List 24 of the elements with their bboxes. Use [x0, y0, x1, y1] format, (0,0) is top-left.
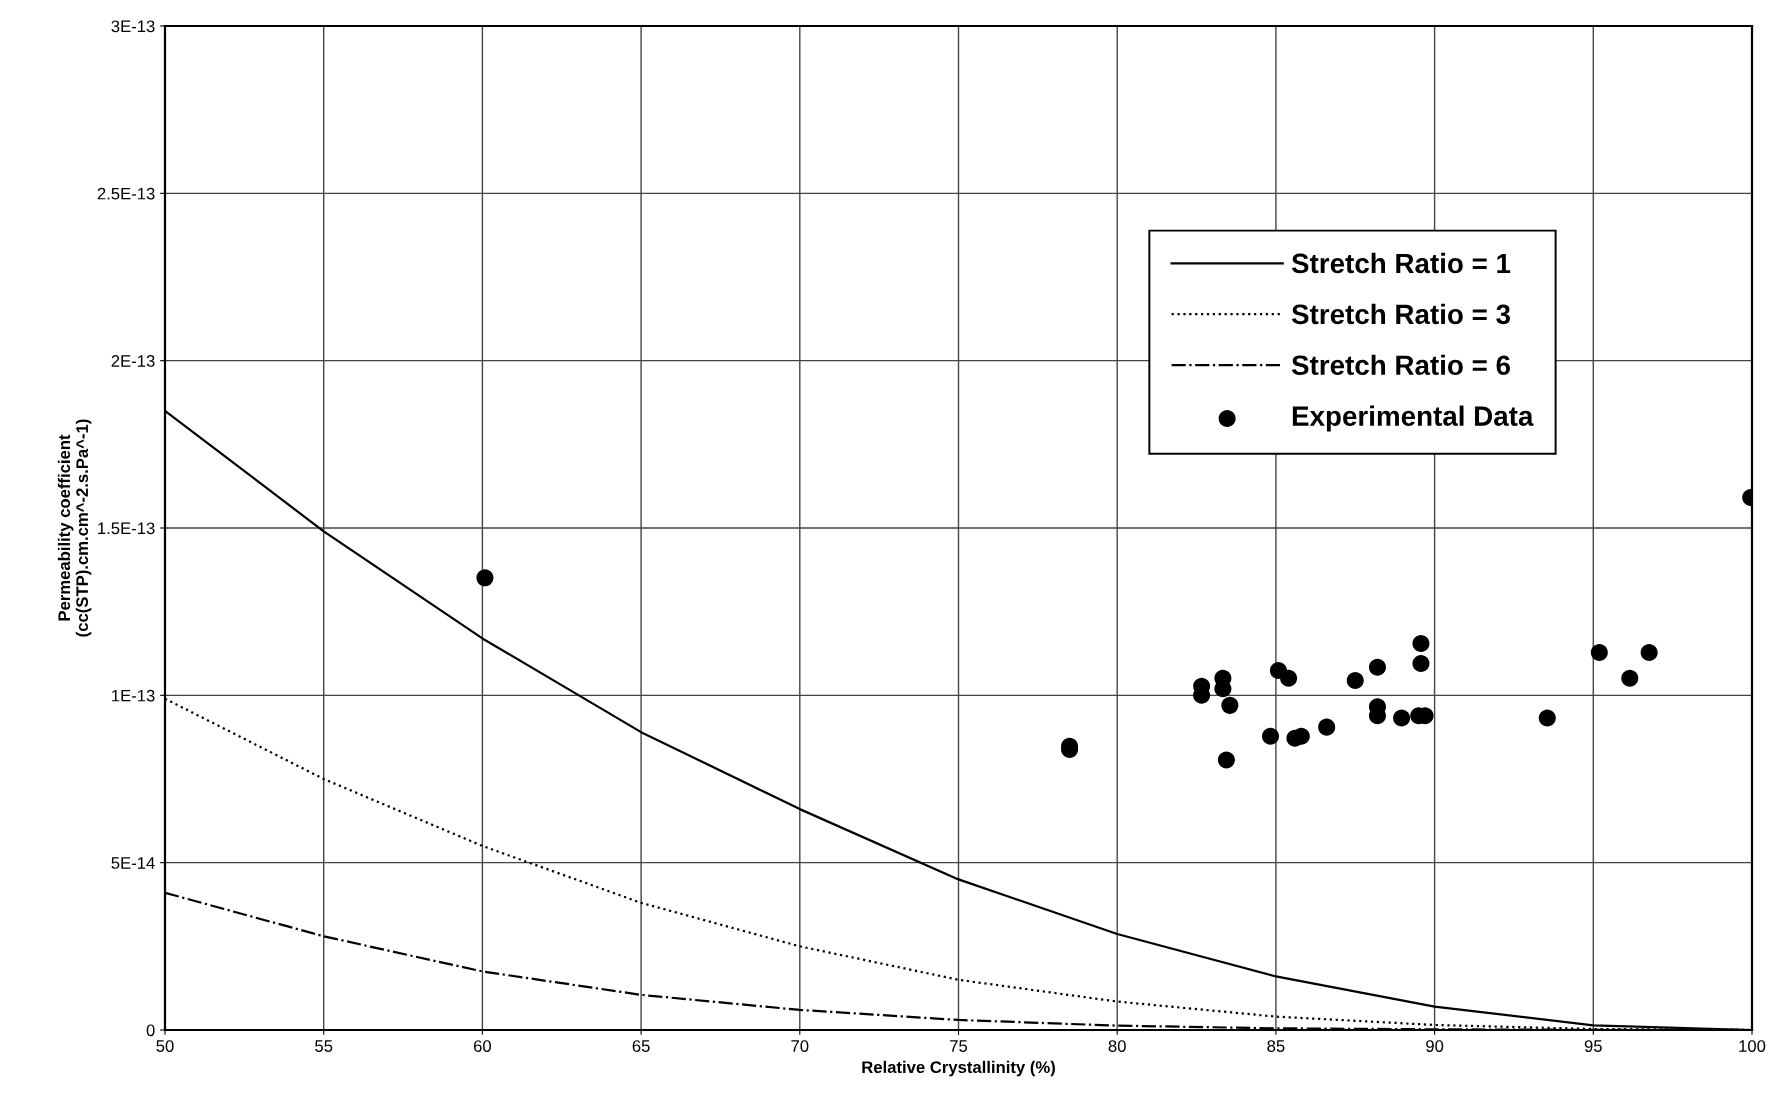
- legend-label: Experimental Data: [1292, 405, 1534, 432]
- x-tick-label: 55: [315, 1040, 333, 1052]
- y-tick-label: 1.5E-13: [98, 522, 155, 535]
- x-tick-label: 50: [156, 1040, 174, 1052]
- x-tick-label: 75: [950, 1040, 968, 1052]
- x-tick-label: 70: [791, 1040, 809, 1052]
- x-tick-label: 80: [1108, 1040, 1126, 1052]
- legend-label: Stretch Ratio = 6: [1291, 354, 1510, 376]
- x-tick-label: 60: [473, 1040, 492, 1052]
- y-tick-label: 5E-14: [111, 857, 155, 869]
- y-tick-label: 2.5E-13: [97, 187, 155, 200]
- y-axis-title: Permeability coefficient (cc(STP).cm.cm^-2.s.Pa^-1): [57, 419, 92, 637]
- x-tick-label: 65: [632, 1040, 650, 1052]
- legend-label: Stretch Ratio = 1: [1291, 252, 1511, 274]
- y-tick-label: 0: [146, 1024, 155, 1037]
- x-tick-label: 95: [1584, 1040, 1602, 1052]
- legend-label: Stretch Ratio = 3: [1291, 303, 1510, 325]
- y-tick-label: 1E-13: [112, 689, 155, 702]
- x-tick-label: 100: [1739, 1040, 1766, 1052]
- x-tick-label: 90: [1426, 1040, 1444, 1052]
- x-axis-title: Relative Crystallinity (%): [862, 1060, 1055, 1077]
- y-tick-label: 2E-13: [111, 355, 155, 367]
- y-tick-label: 3E-13: [111, 20, 155, 33]
- x-tick-label: 85: [1267, 1040, 1285, 1052]
